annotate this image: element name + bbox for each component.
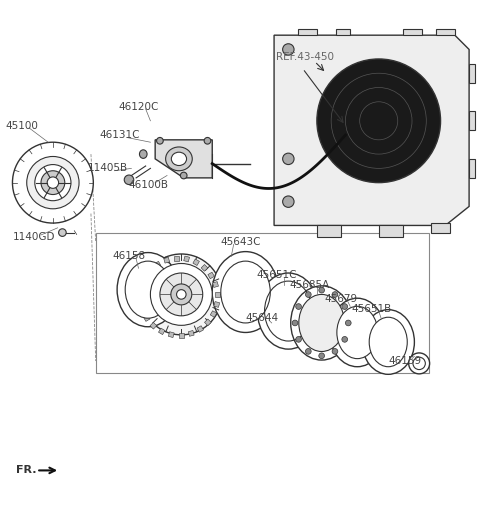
Ellipse shape — [150, 264, 212, 325]
Bar — [138, 297, 143, 301]
Text: 1140GD: 1140GD — [12, 232, 55, 242]
Ellipse shape — [305, 348, 311, 354]
Ellipse shape — [337, 306, 378, 359]
Text: 45100: 45100 — [6, 121, 38, 131]
Ellipse shape — [299, 295, 345, 352]
Ellipse shape — [212, 251, 279, 333]
Text: FR.: FR. — [16, 465, 37, 475]
Ellipse shape — [283, 196, 294, 207]
Ellipse shape — [177, 290, 186, 299]
Text: 45679: 45679 — [324, 294, 357, 304]
Bar — [174, 256, 179, 261]
Ellipse shape — [166, 147, 192, 171]
Bar — [317, 226, 341, 237]
Bar — [155, 261, 161, 268]
Text: 46120C: 46120C — [119, 102, 159, 112]
Ellipse shape — [291, 286, 352, 360]
Bar — [215, 292, 220, 297]
Ellipse shape — [319, 353, 324, 359]
Ellipse shape — [283, 44, 294, 55]
Bar — [193, 259, 199, 266]
Ellipse shape — [332, 348, 338, 354]
Text: 45651C: 45651C — [256, 270, 297, 280]
Ellipse shape — [27, 157, 79, 209]
Ellipse shape — [221, 261, 270, 323]
Ellipse shape — [171, 284, 192, 305]
Bar — [184, 256, 190, 262]
Bar — [150, 323, 157, 329]
Bar — [144, 315, 150, 321]
Ellipse shape — [257, 273, 319, 349]
Ellipse shape — [332, 291, 338, 297]
Bar — [214, 301, 220, 307]
Ellipse shape — [342, 337, 348, 342]
Bar — [336, 30, 350, 35]
Text: 45685A: 45685A — [289, 280, 330, 290]
Ellipse shape — [296, 304, 301, 309]
Ellipse shape — [12, 142, 93, 223]
Ellipse shape — [47, 177, 59, 188]
Ellipse shape — [141, 254, 222, 335]
Ellipse shape — [125, 261, 171, 318]
Bar — [164, 257, 169, 263]
Bar — [431, 223, 450, 232]
Ellipse shape — [171, 152, 187, 165]
Ellipse shape — [305, 291, 311, 297]
Bar — [197, 326, 204, 332]
Text: 46158: 46158 — [112, 251, 145, 261]
Text: REF.43-450: REF.43-450 — [276, 52, 334, 62]
Bar — [469, 159, 475, 178]
Ellipse shape — [413, 357, 425, 369]
Ellipse shape — [346, 320, 351, 326]
Ellipse shape — [369, 317, 407, 367]
Text: 46131C: 46131C — [99, 130, 140, 140]
Text: 45651B: 45651B — [351, 304, 392, 314]
Text: 45644: 45644 — [246, 313, 279, 323]
Bar — [147, 268, 154, 275]
Ellipse shape — [35, 164, 71, 201]
Polygon shape — [155, 140, 212, 178]
Bar — [168, 331, 174, 337]
Bar — [188, 330, 194, 336]
Bar — [158, 328, 165, 335]
Text: 46100B: 46100B — [128, 180, 168, 190]
Bar — [141, 276, 148, 283]
Ellipse shape — [292, 320, 298, 326]
Text: 11405B: 11405B — [87, 163, 128, 173]
Ellipse shape — [319, 287, 324, 293]
Bar — [210, 311, 217, 317]
Text: 46159: 46159 — [388, 356, 421, 366]
Bar — [138, 286, 144, 292]
Bar — [298, 30, 317, 35]
Bar — [469, 64, 475, 83]
Polygon shape — [274, 35, 469, 226]
Ellipse shape — [180, 172, 187, 179]
Bar — [403, 30, 421, 35]
Ellipse shape — [156, 138, 163, 144]
Ellipse shape — [342, 304, 348, 309]
Ellipse shape — [41, 171, 65, 194]
Bar — [208, 272, 215, 279]
Bar — [201, 265, 208, 271]
Ellipse shape — [160, 273, 203, 316]
Bar — [213, 281, 218, 287]
Bar — [179, 333, 184, 338]
Ellipse shape — [117, 252, 179, 327]
Ellipse shape — [362, 310, 414, 374]
Bar — [469, 111, 475, 130]
Bar — [139, 306, 145, 312]
Ellipse shape — [283, 153, 294, 164]
Ellipse shape — [408, 353, 430, 374]
Ellipse shape — [330, 298, 385, 367]
Ellipse shape — [140, 150, 147, 159]
Ellipse shape — [124, 175, 134, 184]
Text: 45643C: 45643C — [220, 237, 261, 247]
Bar — [379, 226, 403, 237]
Ellipse shape — [59, 229, 66, 237]
Bar — [204, 319, 211, 326]
Ellipse shape — [317, 59, 441, 183]
Ellipse shape — [204, 138, 211, 144]
Bar — [436, 30, 455, 35]
Ellipse shape — [296, 337, 301, 342]
